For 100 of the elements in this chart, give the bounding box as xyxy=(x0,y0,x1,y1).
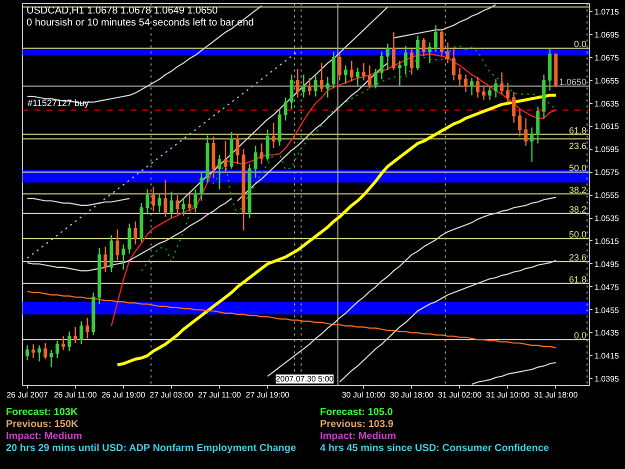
candlestick xyxy=(422,37,426,57)
line-series xyxy=(266,196,556,377)
candlestick xyxy=(146,188,150,216)
text: Impact: Medium xyxy=(320,431,398,443)
candlestick xyxy=(380,51,384,80)
candlestick xyxy=(518,108,522,138)
candlestick xyxy=(494,78,498,98)
text: 0 hoursish or 10 minutes 54 seconds left to bar end xyxy=(26,18,254,28)
x-tick-label: 26 Jul 2007 xyxy=(6,390,49,400)
candlestick xyxy=(44,342,48,360)
line-series xyxy=(393,4,496,39)
annotation: 0.0 xyxy=(574,330,587,341)
x-tick-label: 26 Jul 19:00 xyxy=(102,390,146,400)
candlestick xyxy=(356,67,360,87)
candlestick xyxy=(62,336,66,351)
candlestick xyxy=(398,60,402,87)
candlestick xyxy=(116,228,120,262)
candlestick xyxy=(296,68,300,98)
candlestick xyxy=(320,62,324,92)
candlestick xyxy=(488,85,492,101)
candlestick xyxy=(512,91,516,124)
candlestick xyxy=(482,85,486,101)
text: Previous: 103.9 xyxy=(320,419,394,431)
y-tick-label: 1.0415 xyxy=(594,352,620,361)
y-tick-label: 1.0595 xyxy=(594,145,620,154)
candlestick xyxy=(500,72,504,95)
y-tick-label: 1.0635 xyxy=(594,99,620,108)
candlestick xyxy=(446,42,450,64)
candlestick xyxy=(152,186,156,212)
candlestick xyxy=(314,74,318,98)
y-tick-label: 1.0575 xyxy=(594,168,620,178)
candlestick xyxy=(38,344,42,362)
candlestick xyxy=(404,45,408,76)
candlestick xyxy=(428,42,432,64)
candlestick xyxy=(530,126,534,162)
y-tick-label: 1.0555 xyxy=(594,191,620,200)
y-tick-label: 1.0535 xyxy=(594,214,620,224)
candlestick xyxy=(368,64,372,90)
candlestick xyxy=(182,198,186,216)
candlestick xyxy=(272,122,276,149)
ref-line-label: 1.0650 xyxy=(558,77,587,88)
candlestick xyxy=(434,24,438,52)
annotation: 2007.07.30 5:00 xyxy=(276,374,334,384)
candlestick xyxy=(122,244,126,270)
x-tick-label: 27 Jul 11:00 xyxy=(198,390,242,400)
x-tick-label: 31 Jul 02:00 xyxy=(438,390,482,400)
candlestick xyxy=(74,326,78,344)
candlestick xyxy=(308,77,312,96)
candlestick xyxy=(104,246,108,273)
annotation: 38.2 xyxy=(568,204,587,214)
y-tick-label: 1.0715 xyxy=(594,8,620,17)
chart-title: USDCAD,H1 1.0678 1.0678 1.0649 1.0650 xyxy=(26,6,218,16)
annotation: 0.0 xyxy=(574,39,587,50)
x-tick-label: 30 Jul 10:00 xyxy=(342,390,386,400)
candlestick xyxy=(452,48,456,82)
candlestick xyxy=(440,29,444,57)
candlestick xyxy=(386,43,390,71)
candlestick xyxy=(344,64,348,84)
line-series xyxy=(26,51,298,259)
y-tick-label: 1.0455 xyxy=(594,306,620,315)
candlestick xyxy=(362,62,366,82)
candlestick xyxy=(50,349,54,368)
candlestick xyxy=(86,317,90,340)
candlestick xyxy=(470,77,474,96)
y-tick-label: 1.0475 xyxy=(594,282,620,292)
text: Impact: Medium xyxy=(6,431,84,443)
annotation: 61.8 xyxy=(568,125,587,136)
y-tick-label: 1.0615 xyxy=(594,122,620,132)
candlestick xyxy=(26,344,30,361)
candlestick xyxy=(392,32,396,71)
candlestick xyxy=(134,220,138,246)
candlestick xyxy=(302,74,306,98)
candlestick xyxy=(350,60,354,82)
candlestick xyxy=(56,340,60,359)
y-tick-label: 1.0695 xyxy=(594,30,620,40)
candlestick xyxy=(476,76,480,98)
x-tick-label: 26 Jul 11:00 xyxy=(54,390,98,400)
candlestick xyxy=(218,154,222,190)
candlestick xyxy=(68,330,72,352)
y-tick-label: 1.0655 xyxy=(594,76,620,86)
x-tick-label: 27 Jul 19:00 xyxy=(246,390,290,400)
candlestick xyxy=(158,193,162,213)
candlestick xyxy=(254,145,258,179)
candlestick xyxy=(290,74,294,110)
text: Forecast: 103K xyxy=(6,407,79,419)
annotation: 23.6 xyxy=(568,140,587,151)
candlestick xyxy=(524,118,528,146)
y-tick-label: 1.0515 xyxy=(594,236,620,246)
text: Forecast: 105.0 xyxy=(320,407,394,419)
candlestick xyxy=(410,48,414,76)
y-tick-label: 1.0495 xyxy=(594,260,620,269)
candlestick xyxy=(80,320,84,345)
y-tick-label: 1.0435 xyxy=(594,328,620,338)
annotation: 50.0 xyxy=(568,230,587,240)
candlestick xyxy=(536,106,540,144)
candlestick xyxy=(170,190,174,219)
x-tick-label: 30 Jul 18:00 xyxy=(390,390,434,400)
candlestick xyxy=(260,142,264,165)
candlestick xyxy=(224,140,228,173)
text: 20 hrs 29 mins until USD: ADP Nonfarm Employment Change xyxy=(6,443,296,455)
